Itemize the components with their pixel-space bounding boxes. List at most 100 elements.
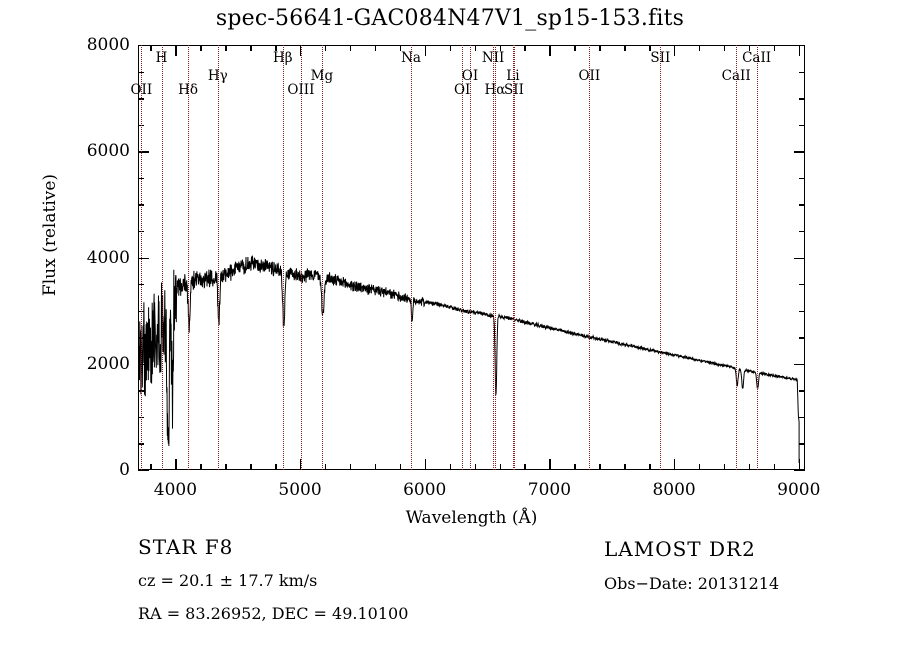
y-minor-tick-right (799, 177, 805, 180)
x-minor-tick-top (699, 45, 701, 51)
spectral-line-label: OII (578, 68, 601, 84)
y-minor-tick (138, 284, 144, 286)
x-minor-tick (649, 464, 651, 470)
x-major-tick-top (300, 45, 302, 56)
spectral-line-marker (756, 45, 758, 470)
redshift-velocity-text: cz = 20.1 ± 17.7 km/s (138, 571, 318, 590)
y-tick-label: 2000 (86, 353, 130, 374)
coordinates-text: RA = 83.26952, DEC = 49.10100 (138, 604, 409, 623)
y-minor-tick-right (799, 71, 805, 73)
y-minor-tick-right (799, 390, 805, 392)
y-tick-label: 4000 (86, 247, 130, 268)
spectral-line-marker (141, 45, 143, 470)
y-major-tick (138, 45, 149, 47)
x-minor-tick (325, 464, 327, 470)
y-axis-title: Flux (relative) (40, 173, 60, 297)
x-tick-label: 4000 (153, 480, 198, 500)
spectral-line-label: CaII (742, 50, 772, 66)
x-major-tick (549, 459, 551, 470)
spectral-line-label: Na (401, 50, 421, 66)
x-minor-tick (723, 464, 726, 470)
y-minor-tick (138, 124, 144, 127)
spectral-line-marker (161, 45, 163, 470)
x-minor-tick (773, 464, 776, 470)
spectral-line-label: OIII (287, 82, 315, 98)
x-minor-tick (275, 464, 277, 470)
x-major-tick-top (175, 45, 177, 56)
x-tick-label: 6000 (403, 480, 447, 500)
spectral-line-marker (494, 45, 496, 470)
x-tick-label: 7000 (527, 480, 572, 500)
spectral-line-label: OI (453, 82, 471, 98)
x-minor-tick-top (649, 45, 651, 51)
spectral-line-marker (217, 45, 219, 470)
spectral-line-label: SII (650, 50, 671, 66)
spectrum-plot-area (138, 45, 805, 470)
spectral-line-marker (411, 45, 413, 470)
x-minor-tick (399, 464, 402, 470)
spectral-line-label: OI (461, 68, 479, 84)
spectral-line-marker (462, 45, 464, 470)
x-minor-tick (449, 464, 452, 470)
y-major-tick (138, 363, 149, 366)
x-minor-tick-top (723, 45, 726, 51)
spectral-line-marker (736, 45, 738, 470)
x-minor-tick-top (624, 45, 626, 51)
spectral-line-label: SII (504, 82, 524, 98)
spectral-line-label: Hβ (272, 50, 293, 66)
x-minor-tick (250, 464, 252, 470)
spectral-line-label: Hα (484, 82, 506, 98)
x-major-tick (424, 459, 427, 470)
y-minor-tick-right (799, 416, 805, 419)
y-minor-tick-right (799, 310, 805, 313)
flux-polyline (139, 255, 800, 463)
y-major-tick-right (794, 45, 805, 47)
x-minor-tick (349, 464, 352, 470)
x-minor-tick-top (250, 45, 252, 51)
x-major-tick (175, 459, 177, 470)
x-minor-tick-top (524, 45, 526, 51)
y-major-tick (138, 470, 149, 472)
y-major-tick-right (794, 257, 805, 259)
x-minor-tick (474, 464, 476, 470)
spectral-line-marker (282, 45, 284, 470)
x-minor-tick-top (449, 45, 452, 51)
y-minor-tick-right (799, 98, 805, 100)
spectral-line-label: Mg (310, 68, 334, 84)
spectral-line-label: H (155, 50, 168, 66)
spectral-line-label: NII (481, 50, 505, 66)
y-tick-label: 8000 (86, 35, 130, 55)
spectrum-curve (139, 255, 800, 463)
x-minor-tick (624, 464, 626, 470)
spectral-line-label: Hγ (207, 68, 228, 84)
x-minor-tick-top (225, 45, 227, 51)
x-minor-tick-top (150, 45, 152, 51)
spectral-line-marker (589, 45, 591, 470)
x-minor-tick-top (748, 45, 751, 51)
x-minor-tick-top (499, 45, 501, 51)
spectral-line-label: Li (506, 68, 520, 84)
y-major-tick (138, 151, 149, 153)
x-minor-tick-top (399, 45, 402, 51)
y-minor-tick (138, 390, 144, 392)
y-major-tick-right (794, 151, 805, 153)
spectral-line-label: CaII (721, 68, 751, 84)
y-tick-label: 6000 (86, 141, 130, 162)
x-minor-tick-top (599, 45, 601, 51)
y-major-tick-right (794, 470, 805, 472)
spectral-line-marker (512, 45, 514, 470)
y-minor-tick-right (799, 284, 805, 286)
x-tick-label: 9000 (777, 480, 821, 500)
spectral-line-label: Hδ (178, 82, 199, 98)
spectral-line-marker (660, 45, 662, 470)
page-title: spec-56641-GAC084N47V1_sp15-153.fits (215, 6, 685, 31)
x-minor-tick-top (574, 45, 576, 51)
x-minor-tick (150, 464, 152, 470)
x-minor-tick-top (474, 45, 476, 51)
x-major-tick-top (674, 45, 676, 56)
x-major-tick-top (549, 45, 551, 56)
spectral-line-marker (300, 45, 302, 470)
x-major-tick-top (424, 45, 427, 56)
y-minor-tick (138, 71, 144, 73)
y-minor-tick (138, 177, 144, 180)
